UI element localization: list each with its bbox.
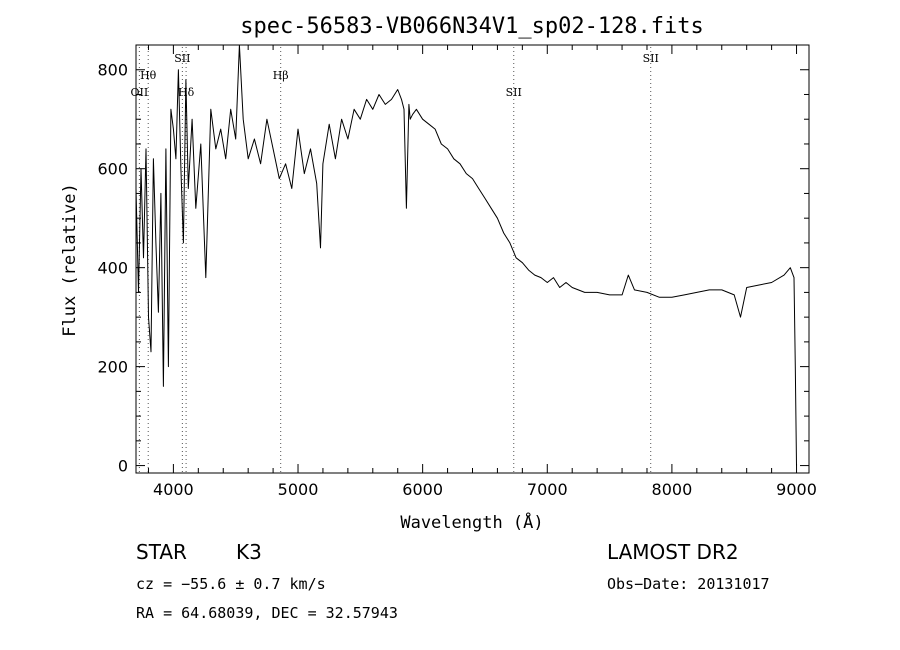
survey-name: LAMOST DR2 [607, 540, 739, 564]
x-tick-label: 4000 [153, 480, 194, 499]
redshift-velocity: cz = −55.6 ± 0.7 km/s [136, 575, 326, 593]
x-tick-label: 6000 [402, 480, 443, 499]
y-tick-label: 0 [118, 457, 128, 476]
object-subclass: K3 [236, 540, 262, 564]
y-tick-label: 800 [97, 61, 128, 80]
spectrum-line [135, 44, 797, 466]
coordinates: RA = 64.68039, DEC = 32.57943 [136, 604, 398, 622]
spectral-line-label: OII [131, 86, 149, 99]
spectral-line-label: SII [174, 52, 190, 65]
x-tick-label: 5000 [278, 480, 319, 499]
observation-date: Obs−Date: 20131017 [607, 575, 770, 593]
spectral-line-label: Hβ [273, 69, 289, 82]
y-tick-label: 600 [97, 160, 128, 179]
y-tick-label: 200 [97, 358, 128, 377]
spectral-line-label: SII [643, 52, 659, 65]
y-axis-label: Flux (relative) [60, 183, 80, 337]
x-axis-label: Wavelength (Å) [400, 511, 543, 533]
spectral-line-label: Hθ [140, 69, 157, 82]
x-tick-label: 7000 [527, 480, 568, 499]
object-class: STAR [136, 540, 187, 564]
spectral-line-label: SII [506, 86, 522, 99]
x-tick-label: 8000 [652, 480, 693, 499]
y-tick-label: 400 [97, 259, 128, 278]
x-tick-label: 9000 [776, 480, 817, 499]
chart-title: spec-56583-VB066N34V1_sp02-128.fits [240, 14, 704, 39]
